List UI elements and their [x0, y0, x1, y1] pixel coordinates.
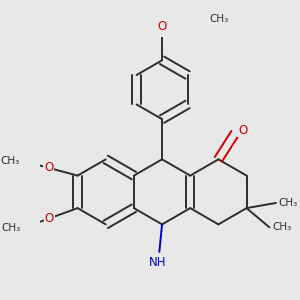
- Text: O: O: [158, 20, 167, 33]
- Text: O: O: [45, 212, 54, 225]
- Text: O: O: [44, 161, 53, 174]
- Text: O: O: [238, 124, 247, 137]
- Text: CH₃: CH₃: [2, 223, 21, 233]
- Text: CH₃: CH₃: [279, 198, 298, 208]
- Text: CH₃: CH₃: [210, 14, 229, 24]
- Text: CH₃: CH₃: [0, 156, 19, 166]
- Text: NH: NH: [149, 256, 166, 269]
- Text: CH₃: CH₃: [272, 222, 292, 232]
